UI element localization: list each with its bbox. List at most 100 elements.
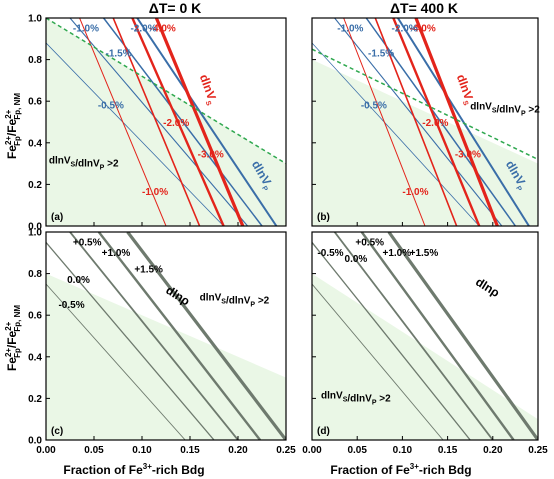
panel-c: 0.00 0.05 0.10 0.15 0.20 0.25 0.0 0.2 0.4 0.6 0.8 1… [28, 228, 296, 457]
dlnvp-value-label: -0.5% [98, 100, 124, 111]
dlnvp-line [103, 18, 263, 226]
dlnrho-value-label: 0.0% [67, 275, 90, 286]
dlnvs-line [343, 18, 426, 226]
dlnvp-value-label: -1.0% [73, 24, 99, 35]
dlnvp-line [397, 18, 530, 226]
plot-frame [311, 231, 539, 441]
title-right: ΔT= 400 K [390, 0, 458, 16]
dlnvs-value-label: -2.0% [422, 118, 448, 129]
plot-frame [45, 231, 287, 441]
dlnrho-line [387, 232, 538, 440]
dlnrho-value-label: +1.0% [102, 248, 131, 259]
x-tick-label: 0.10 [393, 445, 413, 456]
dlnvp-line [69, 18, 249, 226]
dlnvp-value-label: -2.0% [392, 24, 418, 35]
dlnvs-value-label: -3.0% [198, 149, 224, 160]
ratio-label: dlnVS/dlnVP >2 [200, 293, 270, 309]
dlnvs-line [154, 18, 245, 226]
title-left: ΔT= 0 K [149, 0, 201, 16]
dlnrho-line [97, 232, 262, 440]
series-label: dlnVS [195, 72, 221, 107]
x-tick-label: 0.25 [276, 445, 296, 456]
x-tick-label: 0.05 [84, 445, 104, 456]
dlnvp-value-label: -0.5% [361, 100, 387, 111]
y-tick-label: 0.6 [28, 311, 42, 322]
x-tick-label: 0.15 [438, 445, 458, 456]
dlnrho-line [360, 232, 515, 440]
dlnrho-value-label: 0.0% [345, 254, 368, 265]
dlnvs-line [131, 18, 225, 226]
plot-frame [311, 17, 539, 227]
shaded-region [46, 273, 286, 440]
dlnrho-line [46, 241, 215, 440]
shaded-region [312, 273, 538, 440]
dlnvs-value-label: -3.0% [455, 149, 481, 160]
dlnvp-value-label: -2.0% [130, 24, 156, 35]
x-tick-label: 0.00 [36, 445, 56, 456]
panel-a: 0.0 0.2 0.4 0.6 0.8 1.0 -4.0% -3.0% -2.0% -1.0% -2… [28, 14, 287, 233]
panel-label: (c) [51, 426, 63, 437]
dlnvs-line [374, 18, 458, 226]
dlnrho-value-label: +0.5% [355, 238, 384, 249]
y-tick-label: 1.0 [28, 228, 42, 239]
panel-b: -4.0% -3.0% -2.0% -1.0% -2.0% -1.5% -1.0% -0.5%… [311, 17, 540, 227]
dlnvs-value-label: -1.0% [402, 187, 428, 198]
dlnvp-line [365, 18, 517, 226]
y-tick-label: 0.0 [28, 222, 42, 233]
plot-area [312, 18, 538, 226]
dlnrho-value-label: +1.0% [383, 248, 412, 259]
y-tick-label: 0.8 [28, 55, 42, 66]
plot-area [312, 232, 538, 440]
x-tick-label: 0.25 [528, 445, 548, 456]
dlnvs-value-label: -4.0% [410, 24, 436, 35]
x-tick-label: 0.15 [180, 445, 200, 456]
ratio-boundary-dashed-line [46, 18, 286, 165]
panel-label: (b) [317, 212, 330, 223]
panel-label: (d) [317, 426, 330, 437]
dlnvp-line [46, 42, 224, 226]
dlnvs-value-label: -4.0% [150, 24, 176, 35]
dlnrho-value-label: -0.5% [317, 248, 343, 259]
dlnvs-line [414, 18, 499, 226]
dlnvs-line [112, 18, 201, 226]
dlnvp-line [334, 18, 503, 226]
plot-frame [45, 17, 287, 227]
dlnrho-line [46, 283, 186, 440]
x-tick-label: 0.00 [302, 445, 322, 456]
dlnvp-line [136, 18, 278, 226]
dlnvs-line [79, 18, 167, 226]
x-tick-label: 0.20 [228, 445, 248, 456]
dlnrho-value-label: +0.5% [73, 238, 102, 249]
y-tick-label: 0.2 [28, 180, 42, 191]
dlnrho-line [333, 232, 494, 440]
dlnvs-value-label: -2.0% [163, 118, 189, 129]
y-tick-label: 0.0 [28, 436, 42, 447]
panel-label: (a) [51, 212, 63, 223]
x-tick-label: 0.20 [483, 445, 503, 456]
ratio-label: dlnVS/dlnVP >2 [49, 156, 119, 172]
x-tick-label: 0.05 [347, 445, 367, 456]
ylabel-top: Fe2+Fp/Fe2+Fp, NM [4, 93, 22, 159]
dlnvs-line [392, 18, 481, 226]
plot-area [46, 18, 286, 226]
dlnrho-value-label: -0.5% [58, 300, 84, 311]
dlnvp-value-label: -1.5% [368, 48, 394, 59]
y-tick-label: 0.8 [28, 269, 42, 280]
dlnrho-value-label: +1.5% [410, 248, 439, 259]
y-tick-label: 0.2 [28, 394, 42, 405]
x-tick-label: 0.10 [132, 445, 152, 456]
dlnrho-line [312, 241, 471, 440]
dlnrho-line [312, 283, 444, 440]
ylabel-bottom: Fe2+Fp/Fe2+Fp, NM [4, 305, 22, 371]
panel-d: 0.00 0.05 0.10 0.15 0.20 0.25 -0.5% +0.5% 0.0% +1… [302, 231, 548, 456]
dlnvp-value-label: -1.5% [106, 48, 132, 59]
y-tick-label: 0.4 [28, 138, 42, 149]
ratio-label: dlnVS/dlnVP >2 [470, 102, 540, 118]
y-tick-label: 0.4 [28, 352, 42, 363]
y-tick-label: 0.6 [28, 97, 42, 108]
series-label: dlnρ [163, 283, 192, 308]
xlabel-right: Fraction of Fe3+-rich Bdg [330, 462, 471, 477]
shaded-region [46, 18, 286, 226]
xlabel-left: Fraction of Fe3+-rich Bdg [63, 462, 204, 477]
